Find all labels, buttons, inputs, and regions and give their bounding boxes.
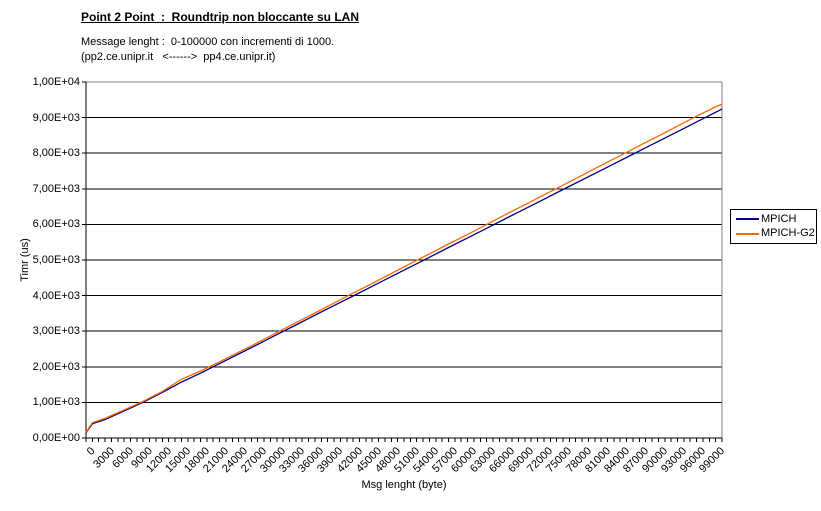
- y-tick-label: 8,00E+03: [32, 147, 80, 160]
- legend-label: MPICH: [761, 212, 797, 225]
- y-tick-label: 9,00E+03: [32, 111, 80, 124]
- y-tick-label: 1,00E+04: [32, 76, 80, 88]
- y-tick-label: 1,00E+03: [32, 396, 80, 409]
- y-tick-label: 0,00E+00: [32, 432, 80, 444]
- y-axis-title: Timr (us): [19, 238, 31, 282]
- y-tick-label: 6,00E+03: [32, 218, 80, 231]
- plot-area: [82, 81, 723, 442]
- series-line-MPICH: [85, 108, 723, 434]
- x-axis-title: Msg lenght (byte): [361, 479, 447, 491]
- x-tick-label: 0: [84, 445, 98, 458]
- legend-line-sample: [736, 232, 759, 235]
- y-tick-label: 4,00E+03: [32, 289, 80, 302]
- y-tick-label: 7,00E+03: [32, 182, 80, 195]
- chart-subtitle-line2: (pp2.ce.unipr.it <------> pp4.ce.unipr.i…: [81, 51, 276, 63]
- legend-line-sample: [736, 218, 759, 221]
- y-tick-label: 3,00E+03: [32, 325, 80, 338]
- legend: MPICH MPICH-G2: [730, 209, 817, 244]
- chart-title: Point 2 Point : Roundtrip non bloccante …: [81, 10, 359, 24]
- y-tick-label: 2,00E+03: [32, 360, 80, 373]
- y-tick-label: 5,00E+03: [32, 254, 80, 266]
- chart-subtitle-line1: Message lenght : 0-100000 con incrementi…: [81, 36, 335, 48]
- series-line-MPICH-G2: [85, 103, 723, 433]
- legend-label: MPICH-G2: [761, 227, 815, 240]
- legend-entry: MPICH: [731, 213, 816, 226]
- legend-entry: MPICH-G2: [731, 227, 816, 240]
